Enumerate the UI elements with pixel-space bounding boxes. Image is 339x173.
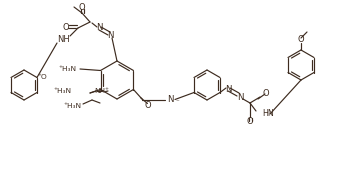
Text: N: N <box>237 93 243 102</box>
Text: ⁺O: ⁺O <box>37 74 47 80</box>
Text: NH⁺: NH⁺ <box>95 88 109 94</box>
Text: N: N <box>96 24 102 33</box>
Text: O: O <box>298 35 304 44</box>
Text: N: N <box>107 31 113 40</box>
Text: ⁻: ⁻ <box>175 99 179 106</box>
Text: ⁺H₃N: ⁺H₃N <box>54 88 72 94</box>
Text: ⁺H₃N: ⁺H₃N <box>64 103 82 109</box>
Text: O: O <box>247 117 253 126</box>
Text: NH: NH <box>57 35 69 44</box>
Text: N: N <box>167 95 173 104</box>
Text: O: O <box>144 101 151 110</box>
Text: O: O <box>263 89 269 98</box>
Text: ⁺H₃N: ⁺H₃N <box>59 66 77 72</box>
Text: O: O <box>79 2 85 11</box>
Text: HN: HN <box>262 110 274 119</box>
Text: N: N <box>225 85 231 94</box>
Text: O: O <box>63 24 69 33</box>
